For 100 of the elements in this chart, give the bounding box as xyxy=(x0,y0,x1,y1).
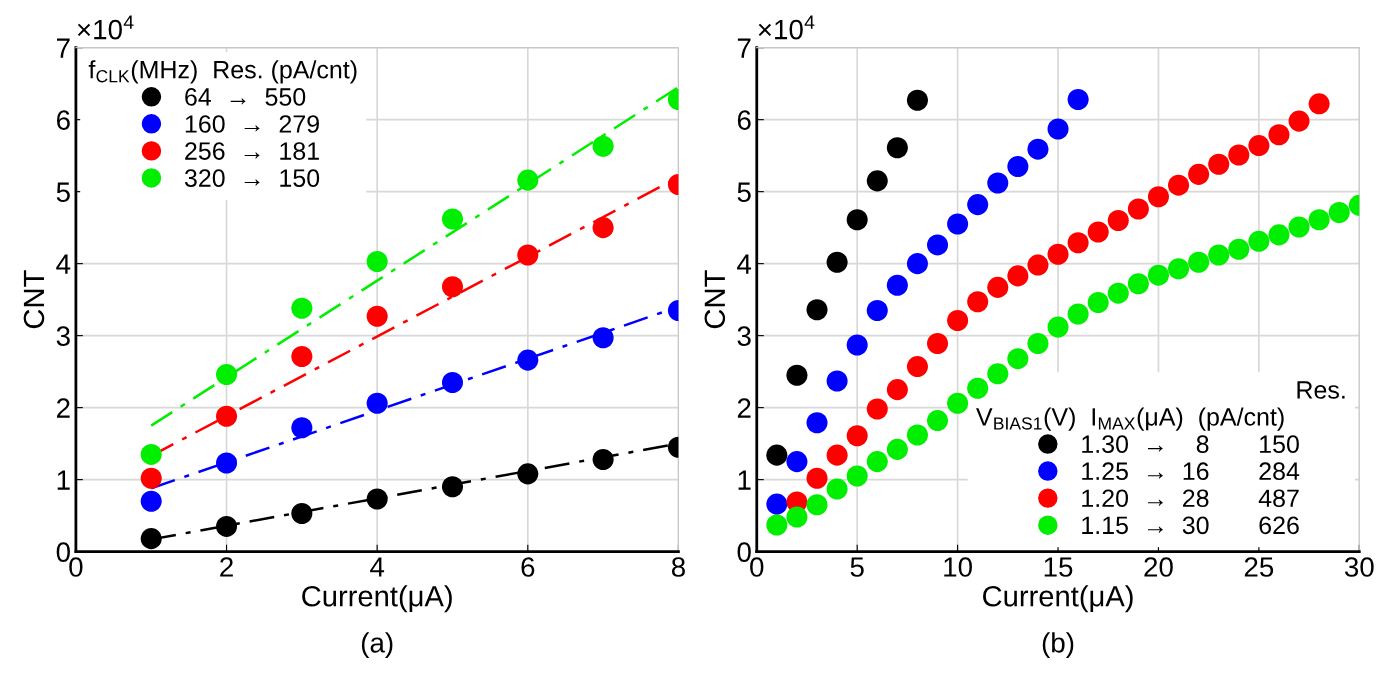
y-tick-label: 2 xyxy=(737,398,751,418)
point xyxy=(1027,138,1049,160)
point xyxy=(766,444,788,466)
point xyxy=(826,370,848,392)
point xyxy=(1248,230,1270,252)
text: ×10$^{4}$ xyxy=(758,15,815,40)
text: ×10$^{4}$ xyxy=(77,15,134,40)
point xyxy=(216,363,238,386)
point xyxy=(1248,135,1270,157)
point xyxy=(866,299,888,321)
legend-label: 1.20 → 28 487 xyxy=(1082,489,1299,508)
point xyxy=(517,169,539,191)
point xyxy=(886,137,908,159)
point xyxy=(1047,118,1069,140)
text: (b) xyxy=(1042,632,1074,659)
point xyxy=(906,424,928,446)
point xyxy=(967,377,989,399)
point xyxy=(517,463,539,485)
point xyxy=(1027,333,1049,355)
x-tick-label: 8 xyxy=(671,557,685,577)
point xyxy=(1208,153,1230,175)
point xyxy=(1228,238,1250,260)
point xyxy=(766,493,788,515)
point xyxy=(846,334,868,356)
y-axis-title: CNT xyxy=(704,270,726,329)
point xyxy=(987,276,1009,298)
point xyxy=(1328,202,1350,224)
point xyxy=(441,276,464,298)
y-tick-label: 4 xyxy=(737,254,752,274)
y-tick-label: 6 xyxy=(57,110,70,130)
point xyxy=(517,244,539,266)
point xyxy=(1127,198,1149,220)
legend-label: 320 → 150 xyxy=(184,169,320,187)
point xyxy=(140,467,162,489)
point xyxy=(1107,209,1129,231)
point xyxy=(366,250,388,273)
point xyxy=(906,253,928,275)
y-tick-label: 3 xyxy=(737,326,751,346)
point xyxy=(1288,110,1310,132)
point xyxy=(1067,88,1089,111)
point xyxy=(906,89,928,111)
point xyxy=(1288,216,1310,238)
point xyxy=(366,392,388,414)
point xyxy=(1007,348,1029,370)
text: Res. V$_{BIAS1}$(V) I$_{MAX}$(μA) (pA/cnt) xyxy=(976,381,1345,431)
point xyxy=(866,398,888,420)
y-axis-title: CNT xyxy=(23,270,45,329)
y-tick-label: 0 xyxy=(737,542,751,562)
point xyxy=(1067,232,1089,254)
point xyxy=(926,234,949,256)
y-tick-label: 7 xyxy=(57,38,70,58)
point xyxy=(806,494,828,516)
point xyxy=(592,217,614,239)
point xyxy=(1147,264,1169,286)
legend-title: f$_{CLK}$(MHz) Res. (pA/cnt) xyxy=(88,60,357,84)
point xyxy=(1047,316,1069,338)
point xyxy=(926,333,949,355)
point xyxy=(786,506,808,528)
point xyxy=(967,194,989,216)
y-tick-label: 3 xyxy=(56,326,70,346)
point xyxy=(1087,291,1109,314)
point xyxy=(1268,124,1290,146)
x-tick-label: 4 xyxy=(370,557,385,577)
x-tick-label: 25 xyxy=(1244,557,1274,577)
x-axis-title: Current(μA) xyxy=(983,585,1133,613)
point xyxy=(866,170,888,192)
x-tick-label: 10 xyxy=(944,557,972,577)
legend-label: 64 → 550 xyxy=(185,88,306,106)
point xyxy=(216,452,238,474)
text: (a) xyxy=(361,632,393,659)
y-tick-label: 6 xyxy=(737,110,751,130)
point xyxy=(1228,144,1250,166)
point xyxy=(1308,93,1330,115)
y-tick-label: 2 xyxy=(56,398,70,418)
point xyxy=(947,392,969,414)
x-tick-label: 2 xyxy=(220,557,233,577)
point xyxy=(926,410,949,432)
point xyxy=(786,451,808,473)
x-tick-label: 6 xyxy=(521,557,535,577)
point xyxy=(216,405,238,427)
x-tick-label: 20 xyxy=(1144,557,1173,577)
point xyxy=(517,349,539,371)
point xyxy=(886,438,908,460)
y-tick-label: 7 xyxy=(737,38,751,58)
x-axis-title: Current(μA) xyxy=(302,585,452,613)
point xyxy=(592,135,614,157)
point xyxy=(1188,251,1210,273)
x-tick-label: 30 xyxy=(1344,557,1374,577)
point xyxy=(786,364,808,386)
legend-label: 256 → 181 xyxy=(185,142,319,160)
point xyxy=(1208,244,1230,266)
point xyxy=(1168,258,1190,280)
y-tick-label: 1 xyxy=(738,470,751,490)
point xyxy=(846,425,868,447)
point xyxy=(291,345,313,368)
point xyxy=(826,444,848,466)
point xyxy=(592,448,614,470)
point xyxy=(967,291,989,313)
point xyxy=(291,502,313,524)
point xyxy=(846,209,868,231)
